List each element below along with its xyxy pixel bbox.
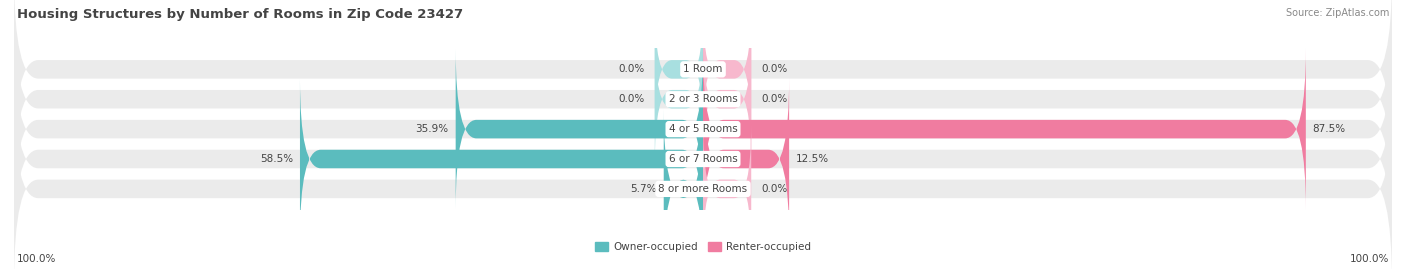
Text: 87.5%: 87.5% (1313, 124, 1346, 134)
Text: Housing Structures by Number of Rooms in Zip Code 23427: Housing Structures by Number of Rooms in… (17, 8, 463, 21)
Text: 100.0%: 100.0% (17, 254, 56, 264)
Text: 12.5%: 12.5% (796, 154, 830, 164)
FancyBboxPatch shape (703, 123, 751, 254)
FancyBboxPatch shape (655, 34, 703, 165)
Text: 100.0%: 100.0% (1350, 254, 1389, 264)
Text: 35.9%: 35.9% (416, 124, 449, 134)
FancyBboxPatch shape (703, 34, 751, 165)
Text: 8 or more Rooms: 8 or more Rooms (658, 184, 748, 194)
Text: 0.0%: 0.0% (762, 64, 787, 74)
FancyBboxPatch shape (456, 49, 703, 210)
FancyBboxPatch shape (14, 94, 1392, 269)
Text: 0.0%: 0.0% (762, 94, 787, 104)
FancyBboxPatch shape (14, 64, 1392, 254)
Text: 2 or 3 Rooms: 2 or 3 Rooms (669, 94, 737, 104)
Text: 0.0%: 0.0% (762, 184, 787, 194)
Legend: Owner-occupied, Renter-occupied: Owner-occupied, Renter-occupied (591, 238, 815, 256)
FancyBboxPatch shape (703, 49, 1306, 210)
FancyBboxPatch shape (664, 108, 703, 269)
Text: 0.0%: 0.0% (619, 94, 644, 104)
FancyBboxPatch shape (703, 4, 751, 135)
Text: 0.0%: 0.0% (619, 64, 644, 74)
FancyBboxPatch shape (703, 79, 789, 239)
FancyBboxPatch shape (14, 34, 1392, 224)
Text: 4 or 5 Rooms: 4 or 5 Rooms (669, 124, 737, 134)
Text: 58.5%: 58.5% (260, 154, 292, 164)
FancyBboxPatch shape (655, 4, 703, 135)
Text: 1 Room: 1 Room (683, 64, 723, 74)
Text: Source: ZipAtlas.com: Source: ZipAtlas.com (1285, 8, 1389, 18)
Text: 5.7%: 5.7% (630, 184, 657, 194)
FancyBboxPatch shape (14, 4, 1392, 194)
FancyBboxPatch shape (299, 79, 703, 239)
FancyBboxPatch shape (14, 0, 1392, 165)
Text: 6 or 7 Rooms: 6 or 7 Rooms (669, 154, 737, 164)
